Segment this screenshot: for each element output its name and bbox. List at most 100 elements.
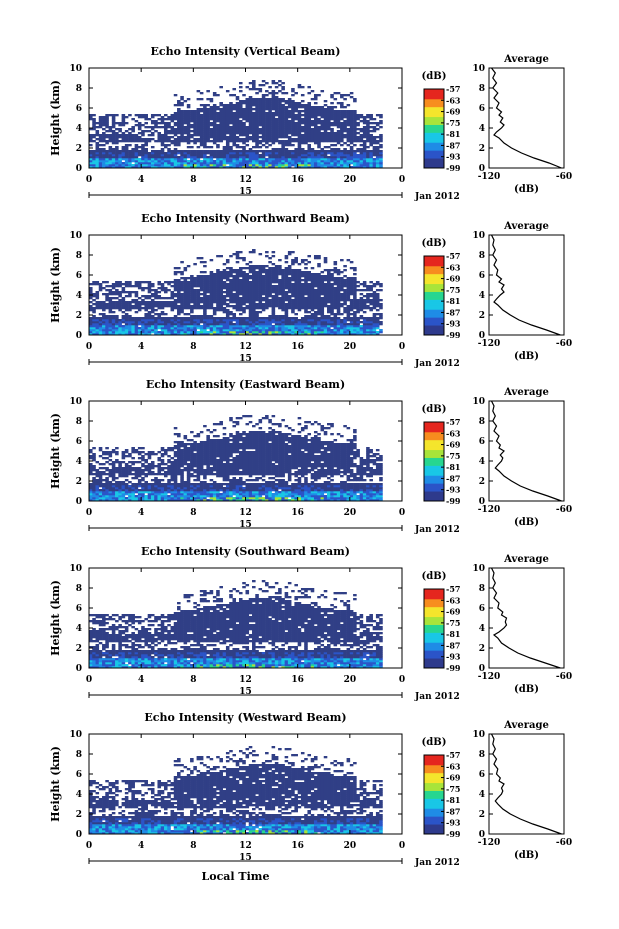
heatmap-cell <box>177 124 181 127</box>
heatmap-cell <box>307 146 312 149</box>
heatmap-cell <box>375 158 380 161</box>
heatmap-cell <box>317 142 321 145</box>
heatmap-cell <box>147 305 152 308</box>
heatmap-cell <box>212 124 217 127</box>
y-tick-label: 8 <box>76 251 82 261</box>
heatmap-cell <box>313 142 318 145</box>
heatmap-cell <box>336 166 341 169</box>
heatmap-cell <box>150 315 155 318</box>
heatmap-cell <box>274 120 279 123</box>
heatmap-cell <box>304 112 308 115</box>
heatmap-cell <box>190 299 194 302</box>
heatmap-cell <box>196 156 201 159</box>
heatmap-cell <box>180 126 184 129</box>
heatmap-cell <box>340 154 344 157</box>
heatmap-cell <box>216 138 220 141</box>
heatmap-cell <box>274 82 279 85</box>
heatmap-cell <box>173 130 178 133</box>
heatmap-cell <box>238 112 243 115</box>
heatmap-cell <box>222 329 227 332</box>
heatmap-cell <box>336 122 341 125</box>
heatmap-cell <box>115 128 119 131</box>
heatmap-cell <box>281 86 285 89</box>
heatmap-cell <box>346 112 351 115</box>
heatmap-cell <box>177 116 181 119</box>
heatmap-cell <box>163 130 168 133</box>
heatmap-cell <box>89 457 93 460</box>
heatmap-cell <box>242 295 246 298</box>
heatmap-cell <box>304 271 308 274</box>
heatmap-cell <box>108 297 113 300</box>
heatmap-cell <box>287 154 292 157</box>
heatmap-cell <box>248 96 253 99</box>
heatmap-cell <box>252 327 256 330</box>
heatmap-cell <box>320 271 325 274</box>
heatmap-cell <box>274 124 279 127</box>
heatmap-cell <box>238 100 243 103</box>
heatmap-cell <box>287 166 292 169</box>
heatmap-cell <box>265 154 269 157</box>
heatmap-cell <box>271 150 276 153</box>
colorbar-step <box>424 277 444 281</box>
heatmap-cell <box>245 160 250 163</box>
heatmap-cell <box>333 305 338 308</box>
heatmap-cell <box>199 166 204 169</box>
heatmap-cell <box>320 303 325 306</box>
heatmap-cell <box>313 317 318 320</box>
heatmap-cell <box>131 317 135 320</box>
heatmap-cell <box>216 289 220 292</box>
heatmap-cell <box>98 317 103 320</box>
heatmap-cell <box>372 291 377 294</box>
heatmap-cell <box>183 267 188 270</box>
heatmap-cell <box>170 333 175 336</box>
heatmap-cell <box>369 134 373 137</box>
heatmap-cell <box>92 136 96 139</box>
heatmap-cell <box>235 160 240 163</box>
heatmap-cell <box>203 166 207 169</box>
heatmap-cell <box>235 285 240 288</box>
heatmap-cell <box>128 309 132 312</box>
heatmap-cell <box>349 122 354 125</box>
heatmap-cell <box>320 319 325 322</box>
heatmap-cell <box>229 321 233 324</box>
heatmap-cell <box>287 333 292 336</box>
heatmap-cell <box>346 333 351 336</box>
heatmap-cell <box>183 295 188 298</box>
heatmap-cell <box>343 106 347 109</box>
heatmap-cell <box>274 112 279 115</box>
heatmap-cell <box>186 98 191 101</box>
heatmap-cell <box>190 112 194 115</box>
heatmap-cell <box>102 325 106 328</box>
heatmap-cell <box>340 160 344 163</box>
heatmap-cell <box>333 106 338 109</box>
heatmap-cell <box>284 315 289 318</box>
heatmap-cell <box>219 327 223 330</box>
heatmap-cell <box>190 154 194 157</box>
heatmap-cell <box>111 283 116 286</box>
heatmap-cell <box>362 140 367 143</box>
heatmap-cell <box>356 164 360 167</box>
heatmap-cell <box>183 114 188 117</box>
heatmap-cell <box>310 303 315 306</box>
heatmap-cell <box>242 126 246 129</box>
heatmap-cell <box>271 275 276 278</box>
heatmap-cell <box>265 297 269 300</box>
heatmap-cell <box>216 108 220 111</box>
heatmap-cell <box>157 297 162 300</box>
date-label: Jan 2012 <box>414 192 460 202</box>
heatmap-cell <box>304 132 308 135</box>
heatmap-cell <box>300 305 305 308</box>
heatmap-cell <box>327 323 331 326</box>
heatmap-cell <box>261 309 266 312</box>
heatmap-cell <box>157 333 162 336</box>
heatmap-cell <box>297 293 302 296</box>
heatmap-cell <box>278 287 282 290</box>
heatmap-cell <box>375 333 380 336</box>
heatmap-cell <box>281 166 285 169</box>
heatmap-cell <box>134 291 139 294</box>
heatmap-cell <box>124 122 129 125</box>
heatmap-cell <box>177 140 181 143</box>
heatmap-cell <box>173 156 178 159</box>
heatmap-cell <box>160 164 165 167</box>
heatmap-cell <box>170 285 175 288</box>
